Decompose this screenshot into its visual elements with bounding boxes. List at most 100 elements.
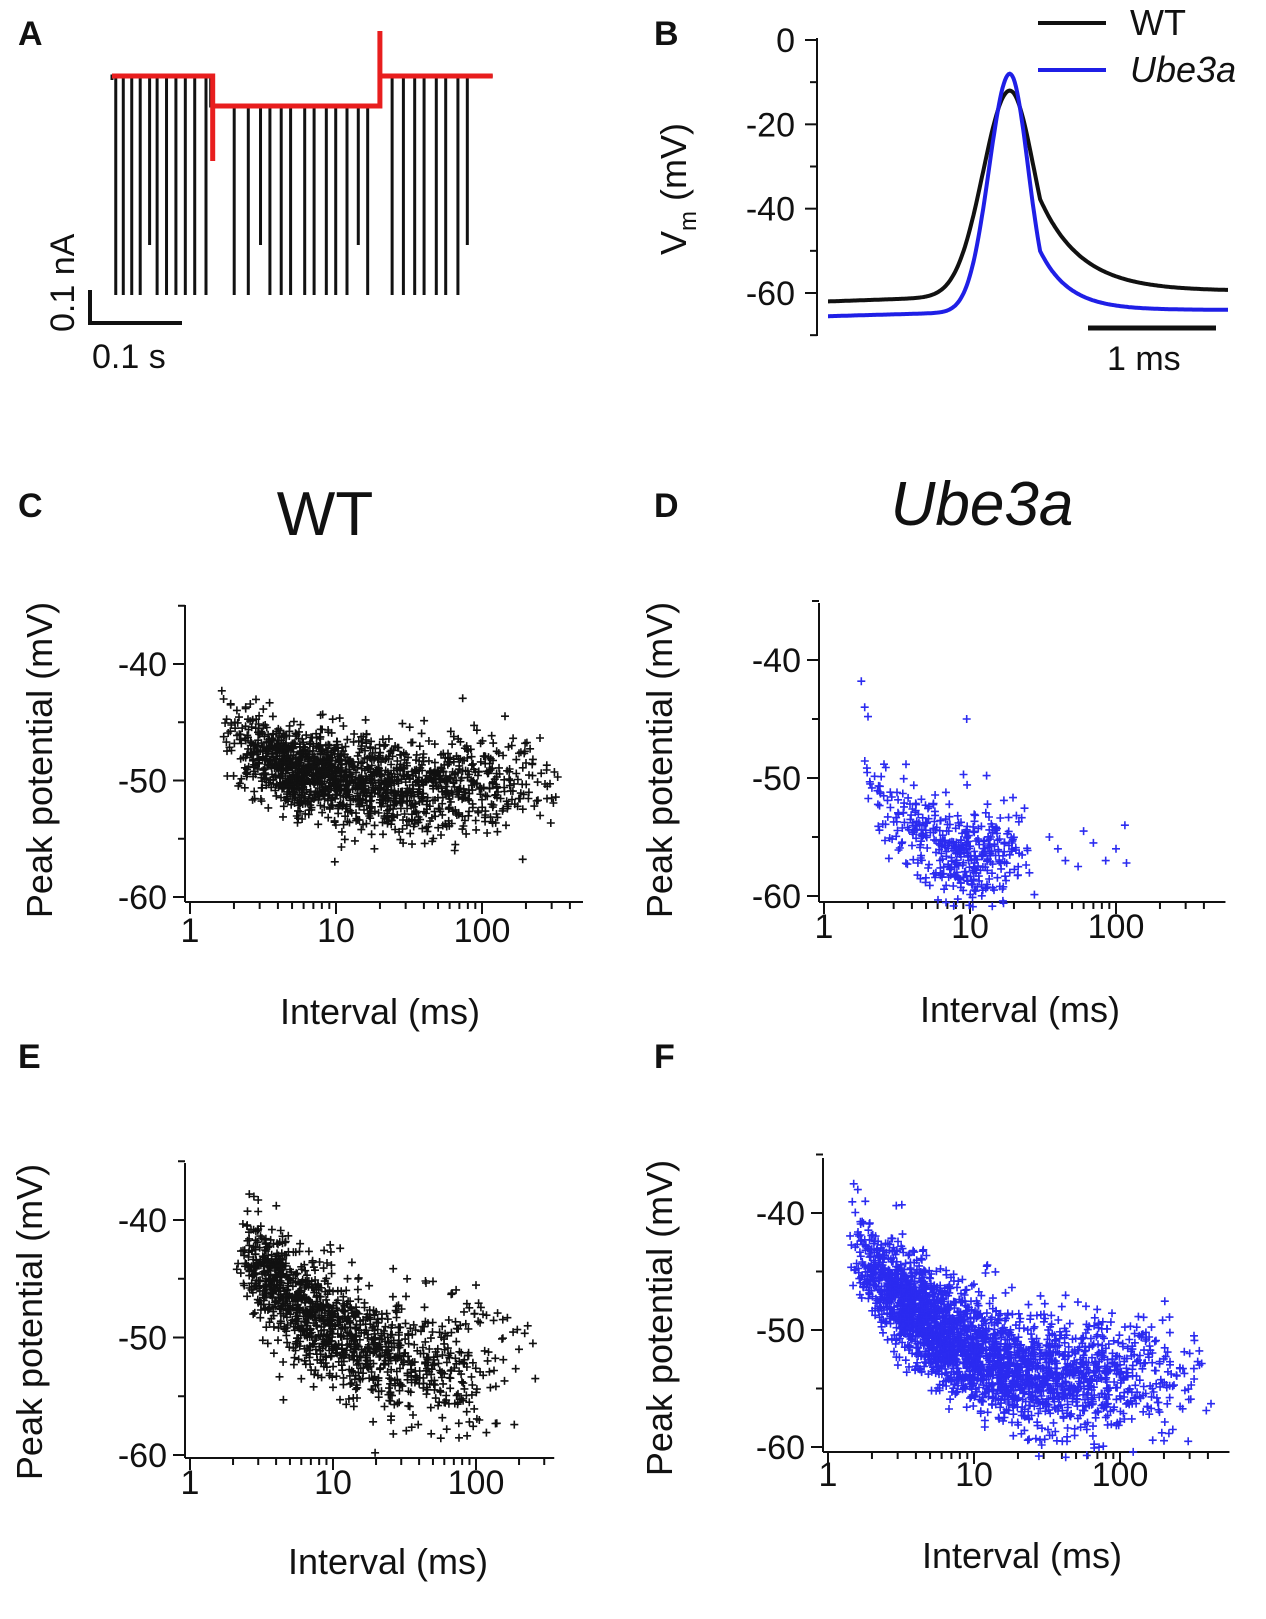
scatter-point <box>392 1313 401 1322</box>
scatter-point <box>279 1395 288 1404</box>
scatter-point <box>493 827 502 836</box>
y-axis-label: Peak potential (mV) <box>639 1160 680 1476</box>
scatter-point <box>222 715 231 724</box>
scatter-point <box>442 1425 451 1434</box>
scatter-point <box>474 808 483 817</box>
scatter-point <box>308 750 317 759</box>
scatter-point <box>481 791 490 800</box>
scatter-point <box>883 1335 892 1344</box>
scatter-point <box>482 1428 491 1437</box>
scatter-point <box>437 831 445 839</box>
scatter-point <box>463 1431 472 1440</box>
panel-label-c: C <box>18 487 43 525</box>
scatter-point <box>1036 1291 1045 1300</box>
scatter-point <box>383 811 392 820</box>
scatter-point <box>340 835 349 844</box>
scatter-point <box>295 794 304 802</box>
scatter-point <box>343 1274 352 1283</box>
scatter-point <box>472 726 481 735</box>
scatter-point <box>281 796 290 805</box>
scatter-point <box>1058 1437 1067 1446</box>
scatter-point <box>316 711 325 720</box>
x-tick-label: 10 <box>951 908 989 946</box>
x-axis-label: Interval (ms) <box>288 1541 488 1582</box>
scatter-point <box>267 1250 276 1259</box>
scatter-point <box>398 719 407 728</box>
x-tick-label: 100 <box>454 912 511 950</box>
scatter-point <box>526 744 535 753</box>
scatter-point <box>449 732 458 741</box>
scatter-point <box>941 788 950 797</box>
scatter-point <box>406 829 415 838</box>
scatter-point <box>518 805 527 814</box>
scatter-point <box>988 902 997 911</box>
scatter-point <box>875 801 884 810</box>
scatter-point <box>349 1402 358 1411</box>
scatter-point <box>361 746 369 755</box>
scatter-point <box>238 724 247 733</box>
legend-label-wt: WT <box>1130 2 1186 43</box>
x-tick-label: 10 <box>955 1456 993 1494</box>
scatter-point <box>365 812 374 820</box>
scatter-point <box>251 770 260 779</box>
scatter-point <box>499 1355 508 1364</box>
scatter-point <box>1088 1431 1097 1440</box>
scatter-point <box>267 1225 276 1234</box>
scatter-point <box>243 731 252 740</box>
scatter-point <box>476 783 485 792</box>
panel-label-a: A <box>18 15 43 53</box>
scatter-point <box>367 830 376 839</box>
scatter-point <box>232 706 241 715</box>
scatter-point <box>530 802 539 811</box>
scatter-point <box>1074 862 1083 871</box>
scatter-point <box>514 794 523 803</box>
scatter-point <box>510 1420 519 1429</box>
scatter-point <box>1024 1300 1033 1309</box>
scatter-point <box>970 810 979 819</box>
scatter-point <box>498 1315 507 1324</box>
scatter-point <box>917 795 926 804</box>
scatter-point <box>379 830 387 839</box>
scatter-point <box>1025 1435 1034 1444</box>
scatter-point <box>436 768 445 777</box>
scatter-point <box>265 698 274 707</box>
scatter-point <box>276 1226 285 1235</box>
scatter-point <box>416 815 425 824</box>
x-tick-label: 1 <box>819 1456 838 1494</box>
scatter-point <box>369 1417 378 1426</box>
scatter-point <box>454 810 463 819</box>
scatter-point <box>271 786 280 795</box>
scatter-point <box>472 825 481 834</box>
scatter-point <box>460 744 469 753</box>
scatter-point <box>1150 1337 1159 1346</box>
scatter-point <box>223 772 232 780</box>
scale-bar-a-x-label: 0.1 s <box>92 338 166 376</box>
scatter-point <box>394 788 403 796</box>
scatter-points <box>232 1190 540 1457</box>
scatter-point <box>1065 1319 1074 1328</box>
scatter-point <box>423 827 432 836</box>
scatter-point <box>912 800 921 809</box>
scatter-point <box>848 1197 857 1206</box>
scatter-point <box>350 836 359 845</box>
scatter-point <box>447 1290 456 1299</box>
scatter-point <box>287 800 296 809</box>
scatter-point <box>389 1429 398 1438</box>
scatter-point <box>355 802 364 811</box>
scatter-point <box>252 695 260 704</box>
scatter-point <box>456 776 465 785</box>
scatter-point <box>1022 861 1031 869</box>
scatter-points <box>857 677 1131 911</box>
scatter-point <box>342 802 351 811</box>
scatter-point <box>243 1207 252 1216</box>
scatter-point <box>346 770 355 779</box>
y-tick-label: -50 <box>756 1312 805 1350</box>
scatter-point <box>886 803 895 812</box>
scatter-point <box>468 786 477 795</box>
scatter-point <box>357 772 366 781</box>
scatter-point <box>460 816 469 825</box>
scatter-point <box>1040 1299 1049 1308</box>
scatter-point <box>337 843 346 851</box>
